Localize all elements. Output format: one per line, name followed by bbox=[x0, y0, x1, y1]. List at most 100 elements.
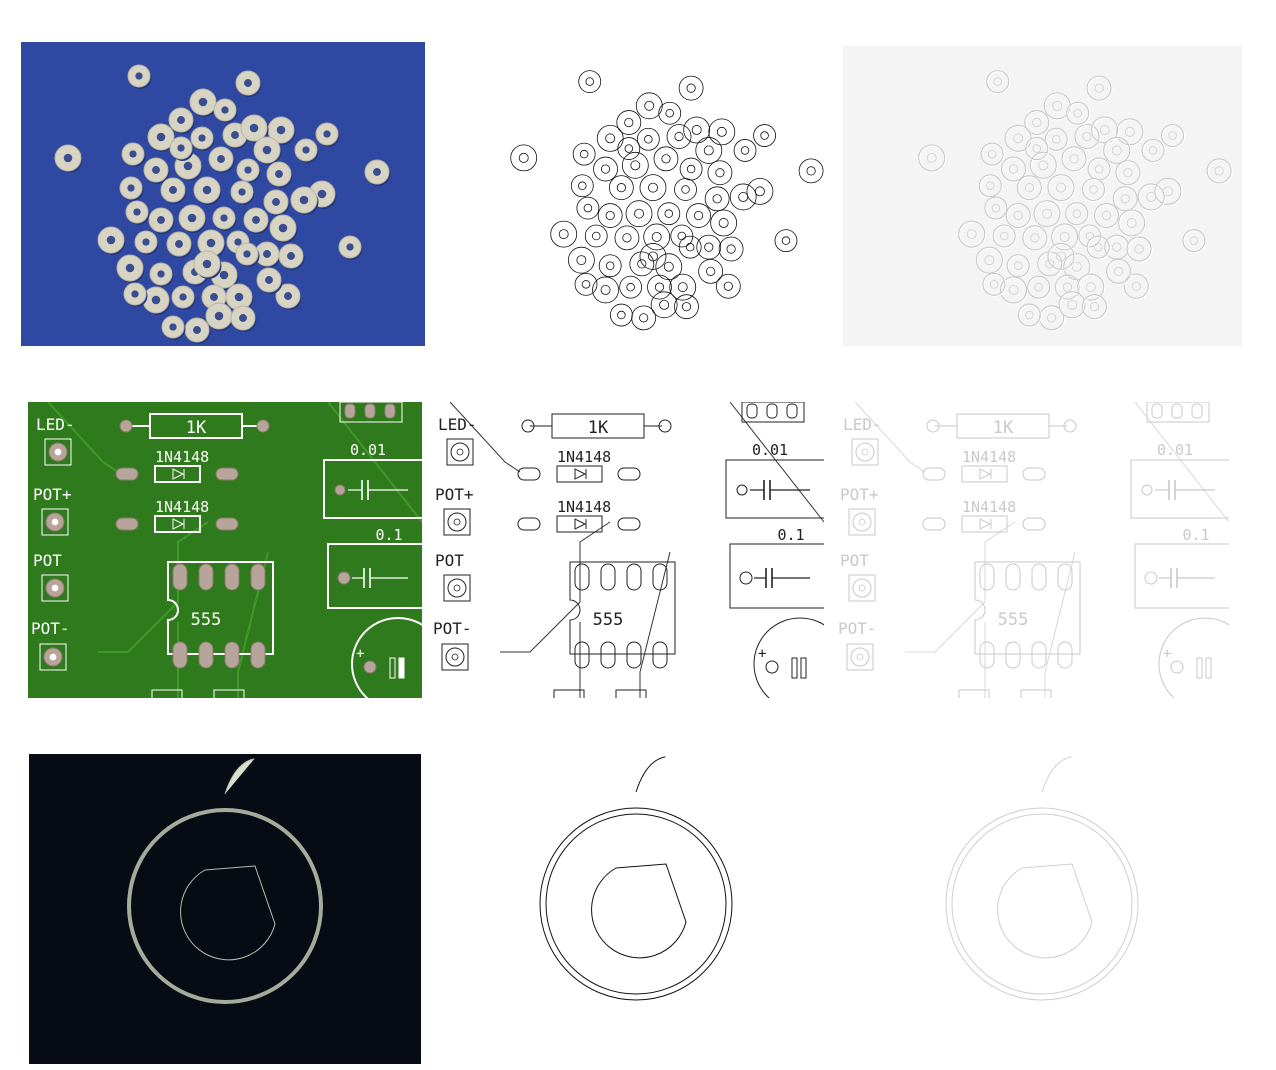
label-resistor: 1K bbox=[588, 418, 609, 438]
cereal-hole bbox=[265, 276, 273, 284]
pcb-photo: LED-POT+POTPOT-1K1N41481N41485550.010.1+ bbox=[28, 402, 422, 698]
cereal-hole bbox=[243, 250, 250, 257]
label-elec-plus: + bbox=[1163, 646, 1171, 662]
chip-pin bbox=[225, 642, 239, 668]
label-cap-2: 0.1 bbox=[375, 526, 402, 544]
cereal-hole bbox=[127, 184, 134, 191]
cereal-hole bbox=[239, 314, 247, 322]
cereal-hole bbox=[199, 98, 208, 107]
label-cap-1: 0.01 bbox=[1157, 441, 1193, 459]
cereal-hole bbox=[188, 214, 197, 223]
header-pin bbox=[345, 404, 355, 418]
label-pot-minus: POT- bbox=[433, 619, 472, 638]
cereal-hole bbox=[373, 168, 381, 176]
cereal-hole bbox=[238, 188, 245, 195]
pcb-emboss: LED- POT+ POT POT- 1K 1N4148 1N4148 555 0.01 0.1 + bbox=[835, 402, 1229, 698]
elec-pad bbox=[364, 661, 376, 673]
header-pin bbox=[385, 404, 395, 418]
cereal-hole bbox=[184, 162, 193, 171]
cereal-hole bbox=[152, 296, 161, 305]
chip-pin bbox=[199, 642, 213, 668]
cereal-hole bbox=[250, 124, 259, 133]
diode-pad bbox=[216, 518, 238, 530]
cereal-hole bbox=[131, 290, 138, 297]
cereal-hole bbox=[252, 216, 260, 224]
cereal-hole bbox=[263, 250, 271, 258]
cereal-hole bbox=[275, 170, 283, 178]
cereal-hole bbox=[263, 146, 272, 155]
resistor-pad bbox=[120, 420, 132, 432]
gear-edges-panel bbox=[440, 752, 832, 1062]
chip-pin bbox=[225, 564, 239, 590]
cereal-edges-panel bbox=[440, 46, 830, 346]
cereal-hole bbox=[235, 293, 244, 302]
label-elec-plus: + bbox=[758, 646, 766, 662]
cereal-hole bbox=[203, 186, 212, 195]
label-cap-2: 0.1 bbox=[1182, 526, 1209, 544]
cereal-hole bbox=[300, 196, 309, 205]
cereal-hole bbox=[272, 198, 280, 206]
cereal-hole bbox=[207, 239, 216, 248]
pad-hole bbox=[50, 654, 56, 660]
label-diode-1: 1N4148 bbox=[155, 448, 209, 466]
cereal-hole bbox=[142, 238, 149, 245]
label-pot-plus: POT+ bbox=[435, 485, 474, 504]
cap-pad bbox=[338, 572, 350, 584]
cereal-hole bbox=[244, 79, 252, 87]
edges-background bbox=[440, 46, 830, 346]
cereal-hole bbox=[284, 292, 292, 300]
gear-photo-panel bbox=[29, 754, 421, 1064]
label-resistor: 1K bbox=[993, 418, 1014, 438]
chip-pin bbox=[173, 642, 187, 668]
label-pot: POT bbox=[840, 551, 869, 570]
label-elec-plus: + bbox=[356, 646, 364, 662]
label-led-minus: LED- bbox=[438, 415, 477, 434]
label-resistor: 1K bbox=[186, 418, 207, 438]
cereal-hole bbox=[198, 134, 205, 141]
pad-hole bbox=[52, 519, 58, 525]
pcb-edges-panel: LED- POT+ POT POT- 1K 1N4148 1N4148 555 0.01 0.1 + bbox=[430, 402, 824, 698]
cereal-hole bbox=[169, 186, 177, 194]
cereal-hole bbox=[210, 293, 218, 301]
diode-pad bbox=[116, 468, 138, 480]
cereal-hole bbox=[220, 214, 227, 221]
cereal-hole bbox=[177, 144, 184, 151]
white-background bbox=[846, 752, 1238, 1062]
cereal-hole bbox=[346, 243, 353, 250]
gear-emboss bbox=[846, 752, 1238, 1062]
label-diode-2: 1N4148 bbox=[557, 498, 611, 516]
cereal-hole bbox=[277, 126, 286, 135]
cereal-hole bbox=[157, 270, 164, 277]
label-cap-1: 0.01 bbox=[350, 441, 386, 459]
gear-photo bbox=[29, 754, 421, 1064]
header-pin bbox=[365, 404, 375, 418]
cereal-hole bbox=[107, 236, 116, 245]
cereal-hole bbox=[177, 116, 185, 124]
diode-pad bbox=[116, 518, 138, 530]
cereal-hole bbox=[152, 166, 160, 174]
pcb-photo-panel: LED- POT+ POT POT- 1K 1N4148 1N4148 555 0.01 0.1 + bbox=[28, 402, 422, 698]
pcb-emboss-panel: LED- POT+ POT POT- 1K 1N4148 1N4148 555 0.01 0.1 + bbox=[835, 402, 1229, 698]
resistor-pad bbox=[257, 420, 269, 432]
label-pot: POT bbox=[33, 551, 62, 570]
elec-plate bbox=[399, 658, 404, 678]
cereal-hole bbox=[126, 264, 135, 273]
cereal-hole bbox=[220, 271, 229, 280]
diode-pad bbox=[216, 468, 238, 480]
chip-pin bbox=[199, 564, 213, 590]
chip-pin bbox=[251, 642, 265, 668]
label-chip: 555 bbox=[998, 610, 1029, 630]
cereal-emboss bbox=[843, 46, 1242, 346]
cereal-photo-panel bbox=[21, 42, 425, 346]
cereal-hole bbox=[217, 155, 225, 163]
label-chip: 555 bbox=[593, 610, 624, 630]
label-led-minus: LED- bbox=[843, 415, 882, 434]
cereal-hole bbox=[64, 154, 73, 163]
cereal-hole bbox=[231, 131, 239, 139]
label-cap-2: 0.1 bbox=[777, 526, 804, 544]
cereal-hole bbox=[323, 130, 330, 137]
label-pot: POT bbox=[435, 551, 464, 570]
pcb-edges: LED-POT+POTPOT-1K1N41481N41485550.010.1+ bbox=[430, 402, 824, 698]
cap-pad bbox=[335, 485, 345, 495]
label-pot-plus: POT+ bbox=[33, 485, 72, 504]
